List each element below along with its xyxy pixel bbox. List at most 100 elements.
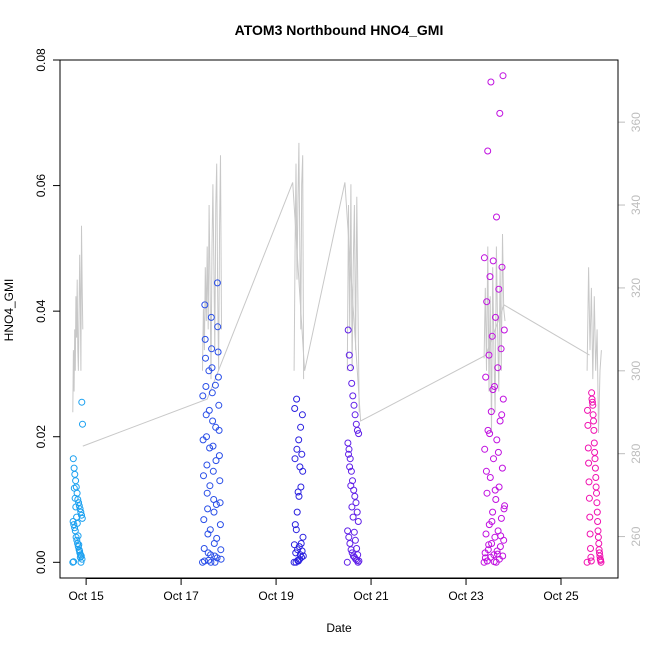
data-point (491, 486, 499, 494)
data-point (499, 395, 507, 403)
data-point (348, 379, 356, 387)
data-point (75, 502, 83, 510)
data-point (73, 536, 81, 544)
data-point (488, 332, 496, 340)
data-point (352, 499, 360, 507)
data-point (496, 417, 504, 425)
data-point (211, 381, 219, 389)
data-point (482, 530, 490, 538)
flight-line-1 (72, 225, 84, 413)
data-point (345, 351, 353, 359)
data-point (77, 558, 85, 566)
data-point (592, 483, 600, 491)
data-point (593, 508, 601, 516)
data-point (498, 464, 506, 472)
right-y-tick-label: 360 (629, 112, 643, 132)
data-point (349, 392, 357, 400)
data-point (350, 528, 358, 536)
connector-line (82, 182, 590, 447)
data-point (212, 457, 220, 465)
data-point (291, 405, 299, 412)
data-point (596, 549, 603, 557)
data-point (590, 439, 598, 447)
data-point (291, 455, 299, 463)
data-point (354, 518, 362, 525)
data-point (584, 406, 591, 414)
data-point (204, 505, 212, 513)
data-point (588, 398, 596, 406)
data-point (489, 508, 497, 516)
data-point (482, 467, 490, 475)
data-point (493, 213, 500, 221)
data-point (214, 373, 222, 381)
y-axis-label: HNO4_GMI (2, 279, 16, 342)
data-point (355, 430, 363, 438)
data-point (353, 508, 361, 516)
data-point (584, 421, 592, 429)
data-point (481, 554, 489, 562)
data-point (205, 406, 213, 414)
data-point (586, 513, 594, 521)
data-point (199, 392, 207, 400)
data-point (206, 526, 214, 534)
data-point (590, 426, 598, 434)
data-point (210, 508, 218, 516)
data-point (291, 521, 299, 529)
y-tick-label: 0.02 (34, 425, 48, 449)
data-point (353, 545, 361, 552)
data-point (494, 364, 502, 372)
data-point (293, 395, 301, 403)
data-point (70, 521, 78, 529)
data-point (70, 558, 78, 566)
data-point (76, 505, 84, 513)
data-point (347, 467, 355, 475)
data-point (486, 474, 494, 481)
data-point (200, 516, 208, 524)
data-point (585, 459, 593, 467)
data-point (217, 555, 225, 563)
flight-line-5 (483, 233, 506, 434)
data-point (203, 461, 211, 469)
data-point (202, 383, 210, 390)
data-point (74, 532, 82, 540)
data-point (217, 546, 225, 554)
data-point (492, 313, 499, 321)
data-point (588, 389, 596, 397)
data-point (591, 448, 599, 456)
data-point (496, 109, 504, 117)
data-point (207, 558, 215, 566)
data-point (290, 558, 298, 566)
data-point (490, 455, 497, 463)
data-point (213, 554, 221, 562)
x-tick-label: Oct 19 (258, 589, 294, 603)
data-point (485, 541, 493, 549)
data-point (348, 503, 356, 511)
data-point (497, 532, 505, 540)
data-point (488, 518, 496, 525)
data-point (216, 499, 224, 507)
data-point (296, 463, 304, 471)
data-point (297, 423, 305, 431)
data-point (349, 513, 357, 521)
x-tick-label: Oct 21 (353, 589, 389, 603)
data-point (216, 521, 224, 529)
data-point (295, 436, 303, 444)
data-point (481, 445, 489, 453)
y-tick-label: 0.00 (34, 550, 48, 574)
data-point (72, 503, 80, 511)
data-point (489, 257, 497, 265)
data-point (206, 482, 214, 490)
data-points (69, 72, 605, 566)
data-point (594, 527, 602, 535)
data-point (495, 285, 503, 293)
data-point (587, 553, 595, 561)
data-point (292, 526, 300, 534)
data-point (298, 547, 306, 555)
data-point (297, 540, 305, 547)
data-point (214, 348, 222, 356)
data-point (349, 552, 357, 560)
data-point (200, 472, 207, 480)
data-point (484, 546, 492, 554)
data-point (294, 557, 302, 565)
